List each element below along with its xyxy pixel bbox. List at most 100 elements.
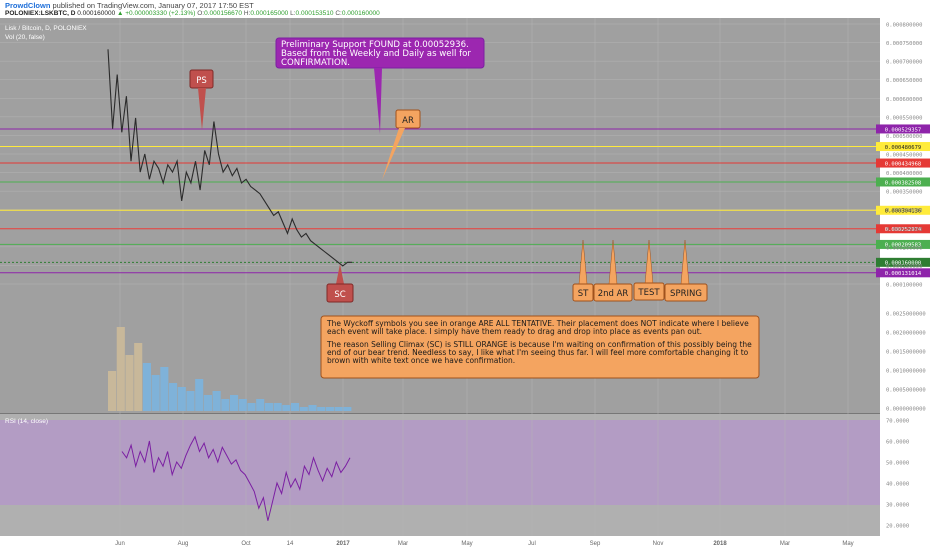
sc-marker[interactable]: SC [326,264,354,303]
wyckoff-note-box[interactable] [320,315,760,379]
volume-bar [264,403,273,411]
volume-tick-label: 0.0020000000 [886,331,926,337]
volume-bar [299,407,308,411]
ps-marker[interactable]: PS [189,69,214,130]
sc-marker-box[interactable] [326,283,354,303]
price-line [107,49,352,267]
spring-marker[interactable]: SPRING [664,239,708,302]
rsi-band [0,420,880,505]
time-tick-label: 14 [287,541,294,547]
ps-label: PS [196,76,207,86]
volume-tick-label: 0.0005000000 [886,388,926,394]
volume-bar [317,407,326,411]
price-level-label: 0.000382508 [885,180,921,186]
spring-label: SPRING [670,289,702,299]
st-marker-box[interactable] [572,283,594,302]
price-tick-label: 0.000750000 [886,41,922,47]
ar-marker[interactable]: AR [382,109,421,180]
volume-bar [108,371,117,411]
wyckoff-note-text: The Wyckoff symbols you see in orange AR… [327,320,755,364]
time-axis[interactable] [0,536,932,550]
test-label: TEST [637,288,660,298]
volume-bar [343,407,352,411]
low-label: L: [290,10,296,17]
volume-bar [177,387,186,411]
price-level-label: 0.000131014 [885,271,922,277]
sc-label: SC [334,290,345,300]
second-ar-label: 2nd AR [598,289,629,299]
volume-bar [203,395,212,411]
volume-bar [125,355,134,411]
last-price: 0.000160000 [77,10,116,17]
price-tick-label: 0.000800000 [886,23,922,29]
volume-bar [247,403,256,411]
price-tick-label: 0.000500000 [886,134,922,140]
ohlc-readout: POLONIEX:LSKBTC, D 0.000160000 ▲ +0.0000… [5,10,380,17]
price-level-label: 0.000209583 [885,243,921,249]
support-annotation[interactable] [275,37,485,134]
volume-bar [282,405,291,411]
low-value: 0.000153510 [295,10,334,17]
st-marker[interactable]: ST [572,239,594,302]
price-level-tag [876,224,930,234]
price-level-label: 0.000160000 [885,261,921,267]
time-tick-label: Mar [398,541,408,547]
second-ar-marker-box[interactable] [593,283,633,302]
price-tick-label: 0.000350000 [886,190,922,196]
price-axis-ticks: 0.000800000 0.000750000 0.000700000 0.00065… [886,23,926,530]
rsi-tick-label: 30.0000 [886,503,909,509]
price-tick-label: 0.000450000 [886,153,922,159]
ar-marker-box[interactable] [395,109,421,129]
price-level-tag [876,268,930,278]
ps-marker-pointer [198,88,206,130]
volume-bar [291,403,300,411]
volume-bar [116,327,125,411]
wyckoff-note-paragraph-1: The Wyckoff symbols you see in orange AR… [327,319,749,336]
st-label: ST [578,289,589,299]
second-ar-marker[interactable]: 2nd AR [593,239,633,302]
volume-bar [238,399,247,411]
price-level-tag [876,177,930,187]
horizontal-levels[interactable]: 0.000529357 0.000480679 0.000434968 0.00038… [0,124,930,278]
time-tick-label: Oct [241,541,251,547]
volume-bar [169,383,178,411]
support-note-text: Preliminary Support FOUND at 0.00052936.… [281,40,471,69]
price-level-label: 0.000252974 [885,227,922,233]
volume-bar [325,407,334,411]
time-tick-label: Nov [653,541,664,547]
publisher-name[interactable]: ProwdClown [5,1,51,10]
volume-bar [151,375,160,411]
rsi-series [121,435,351,521]
sc-marker-pointer [336,264,344,284]
price-level-tag [876,124,930,134]
price-tick-label: 0.000400000 [886,171,922,177]
spring-marker-box[interactable] [664,283,708,302]
volume-bars [108,327,352,411]
price-level-label: 0.000529357 [885,127,921,133]
high-value: 0.000165000 [250,10,289,17]
published-by: ProwdClown published on TradingView.com,… [5,1,254,10]
time-tick-label: May [461,541,472,547]
open-value: 0.000156670 [204,10,243,17]
volume-bar [308,405,317,411]
close-value: 0.000160000 [341,10,380,17]
time-axis-ticks: Jun Aug Oct 14 2017 Mar May Jul Sep Nov 2018 Mar May [115,541,854,547]
close-label: C: [335,10,342,17]
open-label: O: [197,10,205,17]
test-marker[interactable]: TEST [633,239,665,301]
time-tick-label: May [842,541,853,547]
volume-bar [134,343,143,411]
ar-marker-pointer [382,128,405,180]
time-tick-label: Jul [528,541,536,547]
high-label: H: [243,10,251,17]
price-level-label: 0.000480679 [885,145,921,151]
volume-bar [160,367,169,411]
rsi-tick-label: 50.0000 [886,461,909,467]
time-tick-label: Mar [780,541,790,547]
volume-bar [256,399,265,411]
ar-label: AR [402,116,414,126]
price-series [107,49,352,267]
wyckoff-note-paragraph-2: The reason Selling Climax (SC) is STILL … [327,339,752,365]
test-marker-box[interactable] [633,282,665,301]
